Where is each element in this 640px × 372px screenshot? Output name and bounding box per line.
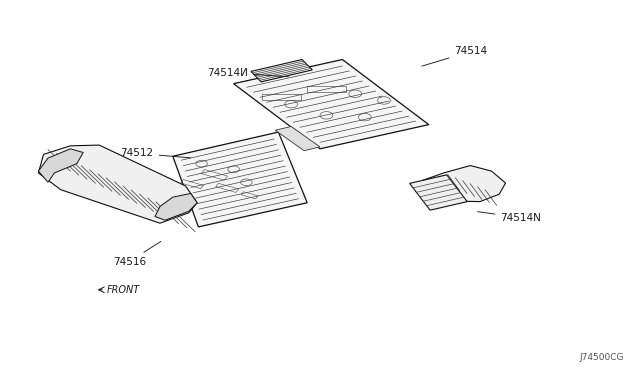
Text: J74500CG: J74500CG: [579, 353, 624, 362]
Polygon shape: [275, 126, 320, 151]
Polygon shape: [234, 60, 429, 149]
Text: 74514: 74514: [422, 46, 488, 66]
Polygon shape: [422, 166, 506, 202]
Polygon shape: [410, 175, 467, 210]
Polygon shape: [38, 149, 83, 182]
Text: 74516: 74516: [113, 241, 161, 266]
Text: 74512: 74512: [120, 148, 191, 158]
Text: FRONT: FRONT: [107, 285, 140, 295]
Text: 74514N: 74514N: [477, 212, 541, 222]
Polygon shape: [251, 60, 312, 82]
Text: 74514И: 74514И: [207, 68, 289, 77]
Polygon shape: [38, 145, 197, 223]
Polygon shape: [173, 132, 307, 227]
Polygon shape: [155, 193, 197, 220]
